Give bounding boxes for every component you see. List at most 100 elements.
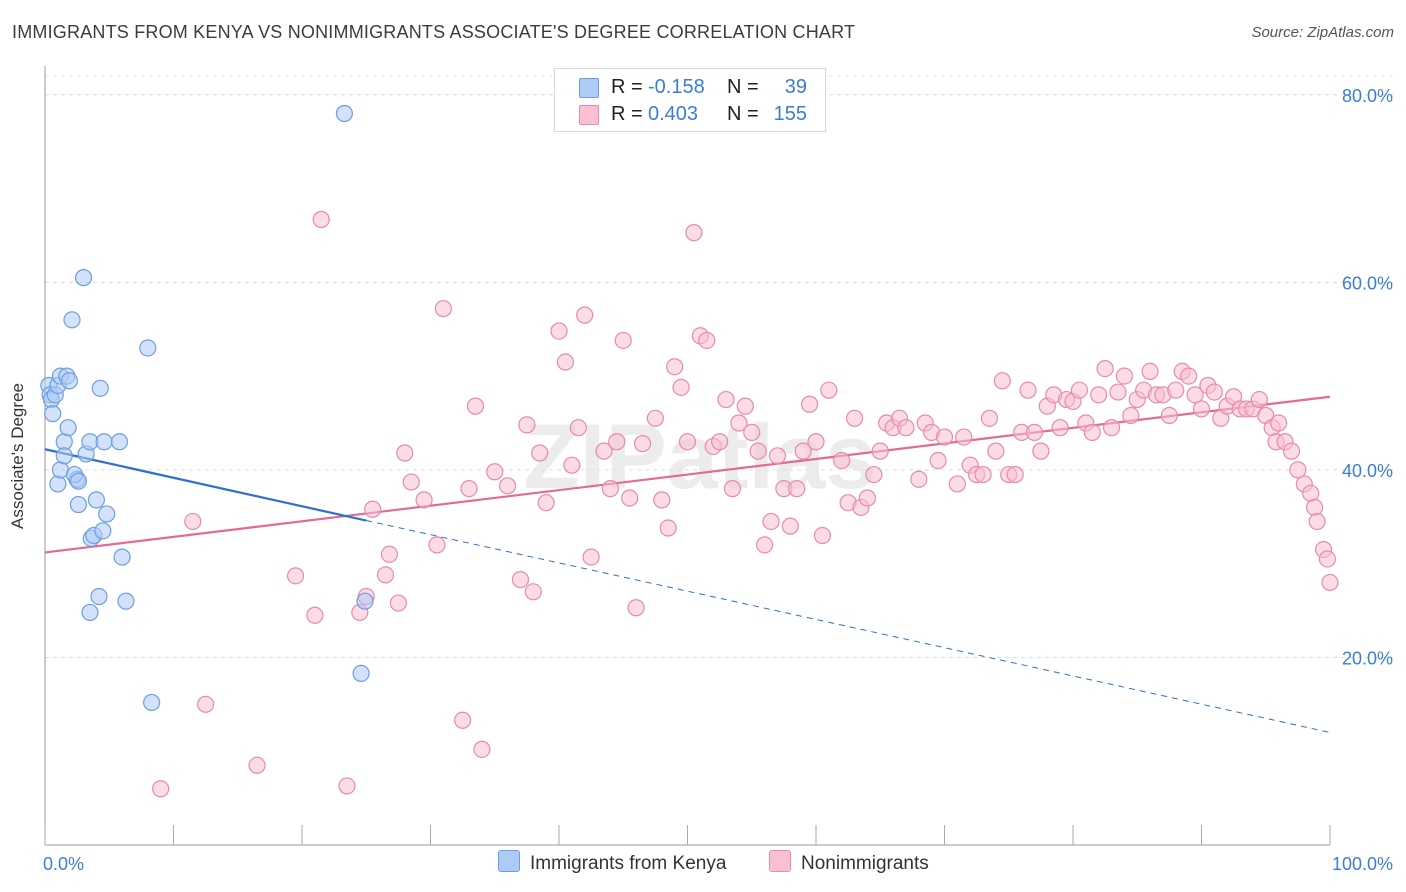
legend-r-label: R =: [611, 103, 643, 125]
data-point: [335, 104, 354, 123]
data-point: [248, 756, 266, 774]
data-point: [910, 470, 928, 488]
correlation-legend: R = -0.158 N = 39 R = 0.403 N = 155: [554, 68, 826, 132]
data-point: [312, 210, 330, 229]
data-point: [723, 480, 742, 498]
legend-swatch-nonimmigrants: [579, 105, 599, 125]
data-point: [1096, 359, 1114, 378]
data-point: [1006, 465, 1024, 484]
y-tick-label: 60.0%: [1342, 273, 1393, 293]
data-point: [858, 489, 877, 507]
data-point: [1321, 573, 1339, 592]
chart-title: IMMIGRANTS FROM KENYA VS NONIMMIGRANTS A…: [12, 22, 856, 42]
data-point: [1032, 442, 1050, 460]
data-point: [352, 664, 370, 682]
data-point: [113, 548, 131, 566]
data-point: [1083, 423, 1101, 441]
data-point: [845, 409, 864, 427]
data-point: [993, 372, 1011, 390]
data-point: [460, 480, 478, 498]
data-point: [987, 442, 1005, 460]
y-tick-label: 40.0%: [1342, 461, 1393, 481]
data-point: [672, 378, 690, 396]
data-point: [865, 465, 883, 484]
data-point: [678, 433, 697, 451]
data-point: [518, 416, 536, 434]
data-point: [1192, 400, 1211, 418]
data-point: [1205, 383, 1223, 401]
data-point: [306, 606, 324, 624]
data-point: [55, 447, 73, 465]
data-point: [1141, 362, 1159, 381]
bottom-legend-swatch-nonimmigrants: [769, 850, 791, 872]
data-point: [1305, 498, 1324, 516]
data-point: [1269, 414, 1288, 432]
legend-n-value: 39: [784, 76, 807, 98]
data-point: [743, 423, 761, 441]
data-point: [1302, 484, 1320, 502]
data-point: [44, 405, 62, 423]
data-point: [948, 475, 966, 493]
legend-r-value: 0.403: [648, 103, 699, 125]
data-point: [466, 397, 485, 415]
data-point: [1051, 419, 1069, 437]
data-point: [1122, 406, 1140, 425]
data-point: [1318, 550, 1337, 568]
data-point: [402, 473, 420, 491]
data-point: [582, 548, 600, 566]
data-point: [184, 512, 202, 531]
data-point: [1282, 442, 1301, 460]
x-tick-label: 0.0%: [43, 854, 84, 874]
data-point: [1289, 461, 1307, 479]
data-point: [1102, 419, 1121, 437]
data-point: [762, 512, 780, 531]
data-point: [90, 587, 108, 606]
legend-r-label: R =: [611, 76, 643, 98]
data-point: [63, 311, 81, 329]
data-point: [1180, 367, 1198, 385]
data-point: [595, 442, 613, 460]
bottom-legend-nonimmigrants: Nonimmigrants: [769, 850, 929, 875]
data-point: [69, 472, 88, 490]
source-label: Source: ZipAtlas.com: [1251, 24, 1394, 41]
data-point: [454, 711, 472, 729]
data-point: [91, 379, 109, 397]
bottom-legend-label-kenya: Immigrants from Kenya: [530, 853, 727, 874]
data-point: [614, 331, 632, 350]
legend-n-label: N =: [727, 103, 759, 125]
data-point: [608, 433, 626, 451]
data-point: [396, 444, 414, 462]
data-point: [110, 433, 129, 451]
data-point: [81, 603, 99, 622]
data-point: [511, 571, 530, 589]
data-point: [389, 594, 407, 612]
bottom-legend-kenya: Immigrants from Kenya: [498, 850, 726, 875]
data-point: [550, 322, 568, 340]
data-point: [755, 536, 774, 554]
bottom-legend-swatch-kenya: [498, 850, 520, 872]
data-point: [820, 381, 838, 399]
data-point: [768, 447, 787, 465]
data-point: [139, 339, 157, 357]
data-point: [59, 419, 77, 437]
data-point: [531, 444, 549, 462]
data-point: [646, 409, 664, 427]
data-point: [152, 780, 170, 798]
data-point: [627, 599, 645, 617]
data-point: [813, 526, 832, 545]
data-point: [1115, 367, 1134, 385]
data-point: [736, 397, 754, 415]
data-point: [49, 475, 67, 493]
data-point: [473, 740, 491, 758]
data-point: [711, 433, 729, 451]
data-point: [1160, 406, 1178, 425]
data-point: [781, 517, 799, 535]
data-point: [356, 592, 374, 610]
trend-line-kenya: [44, 448, 367, 522]
grid-lines: [45, 75, 1395, 658]
data-point: [197, 695, 215, 713]
axes: [44, 66, 1331, 846]
data-point: [486, 463, 504, 481]
data-point: [499, 477, 517, 495]
